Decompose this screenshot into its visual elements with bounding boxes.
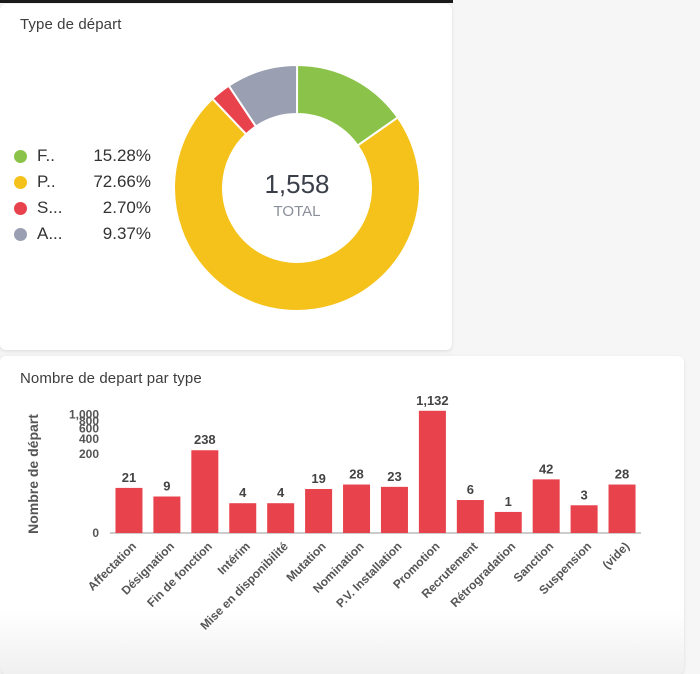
donut-total-label: TOTAL xyxy=(274,203,321,220)
legend-percent: 9.37% xyxy=(102,224,151,243)
y-tick-label: 400 xyxy=(79,432,99,446)
y-tick-label: 800 xyxy=(79,414,99,428)
bar-value-label: 21 xyxy=(122,470,136,485)
legend-dot-icon xyxy=(14,201,27,215)
bar-5[interactable] xyxy=(305,489,333,533)
legend-item-3[interactable]: A... 9.37% xyxy=(14,221,151,247)
donut-card-title: Type de départ xyxy=(20,16,122,33)
donut-chart: 1,558 TOTAL xyxy=(173,63,421,312)
legend-item-0[interactable]: F.. 15.28% xyxy=(14,143,151,169)
legend-label: P.. xyxy=(37,172,56,191)
bar-value-label: 28 xyxy=(349,467,363,482)
bar-chart-card: Nombre de depart par type Nombre de dépa… xyxy=(0,356,684,674)
bar-0[interactable] xyxy=(115,487,143,533)
y-axis-title: Nombre de départ xyxy=(25,414,41,534)
bar-value-label: 6 xyxy=(467,482,474,497)
bar-value-label: 28 xyxy=(615,467,629,482)
bar-2[interactable] xyxy=(191,450,219,533)
donut-total-value: 1,558 xyxy=(264,169,329,199)
x-tick-label: Fin de fonction xyxy=(144,539,215,610)
legend-percent: 15.28% xyxy=(93,146,151,165)
bar-chart: Nombre de départ 02004006008001,00021Affe… xyxy=(25,393,641,633)
bar-value-label: 1 xyxy=(505,494,512,509)
donut-slice-3[interactable] xyxy=(227,63,299,128)
bar-value-label: 42 xyxy=(539,461,553,476)
bar-value-label: 23 xyxy=(387,469,401,484)
legend-item-2[interactable]: S... 2.70% xyxy=(14,195,151,221)
x-tick-label: (vide) xyxy=(600,539,633,572)
x-tick-label: Rétrogradation xyxy=(448,539,519,610)
bar-8[interactable] xyxy=(418,410,446,533)
legend-dot-icon xyxy=(14,227,27,241)
bar-4[interactable] xyxy=(267,503,295,533)
legend-dot-icon xyxy=(14,149,27,163)
donut-slice-1[interactable] xyxy=(173,97,421,312)
y-tick-label: 600 xyxy=(79,422,99,436)
bar-11[interactable] xyxy=(532,479,560,533)
bar-7[interactable] xyxy=(380,486,408,533)
legend-percent: 2.70% xyxy=(102,198,151,217)
bar-value-label: 238 xyxy=(194,432,216,447)
bar-10[interactable] xyxy=(494,511,522,533)
window-top-border xyxy=(0,0,700,3)
y-tick-label: 0 xyxy=(92,526,99,540)
bar-value-label: 4 xyxy=(239,485,247,500)
donut-legend: F.. 15.28% P.. 72.66% S... 2.70% A... 9.37% xyxy=(14,143,151,247)
bar-1[interactable] xyxy=(153,496,181,533)
legend-label: A... xyxy=(37,224,63,243)
y-tick-label: 1,000 xyxy=(69,408,99,422)
bar-value-label: 9 xyxy=(163,479,170,494)
legend-label: S... xyxy=(37,198,63,217)
y-tick-label: 200 xyxy=(79,447,99,461)
bar-6[interactable] xyxy=(343,484,371,533)
bar-value-label: 3 xyxy=(580,487,587,502)
bar-card-title: Nombre de depart par type xyxy=(20,370,202,387)
bar-9[interactable] xyxy=(456,500,484,533)
legend-dot-icon xyxy=(14,175,27,189)
legend-label: F.. xyxy=(37,146,55,165)
bar-3[interactable] xyxy=(229,503,257,533)
bar-value-label: 1,132 xyxy=(416,393,449,408)
x-tick-label: P.V. Installation xyxy=(333,539,404,610)
bar-13[interactable] xyxy=(608,484,636,533)
bar-12[interactable] xyxy=(570,505,598,533)
legend-item-1[interactable]: P.. 72.66% xyxy=(14,169,151,195)
bar-value-label: 19 xyxy=(311,471,325,486)
legend-percent: 72.66% xyxy=(93,172,151,191)
bar-value-label: 4 xyxy=(277,485,285,500)
donut-chart-card: Type de départ F.. 15.28% P.. 72.66% S... 2.7… xyxy=(0,4,452,350)
